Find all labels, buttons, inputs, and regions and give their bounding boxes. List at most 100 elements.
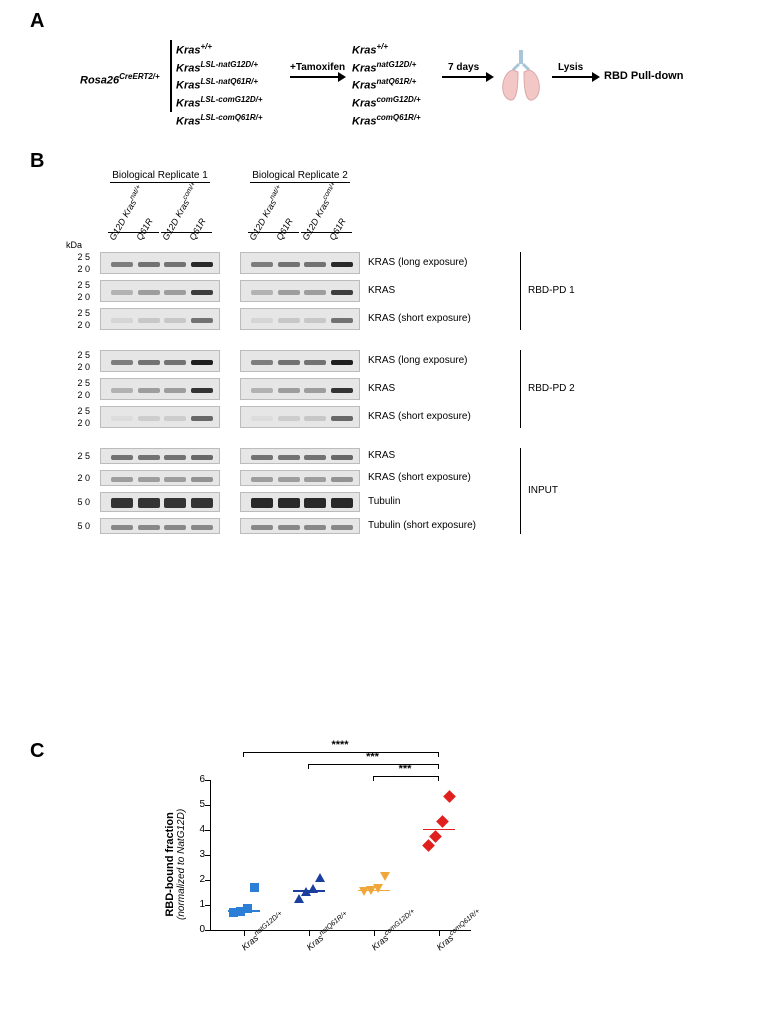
group-label: INPUT bbox=[528, 485, 558, 496]
blot-strip bbox=[240, 280, 360, 302]
lungs-icon bbox=[496, 50, 546, 102]
blot-band bbox=[304, 477, 326, 482]
y-axis-label: RBD-bound fraction(normalized to NatG12D… bbox=[164, 809, 187, 920]
blot-band bbox=[138, 525, 160, 530]
rosa26-sup: CreERT2/+ bbox=[119, 72, 160, 81]
lane-sub-label: Q61R bbox=[187, 217, 207, 242]
blot-strip bbox=[240, 492, 360, 512]
blot-row-label: KRAS bbox=[368, 285, 395, 296]
genotype-base: Kras bbox=[352, 45, 376, 57]
kda-marker: 5 0 bbox=[66, 521, 90, 531]
blot-row-label: Tubulin bbox=[368, 496, 400, 507]
blot-band bbox=[111, 318, 133, 323]
arrow-tamoxifen-label: +Tamoxifen bbox=[290, 62, 345, 73]
blot-band bbox=[191, 416, 213, 421]
median-line bbox=[293, 890, 325, 892]
y-tick bbox=[205, 930, 211, 931]
blot-band bbox=[278, 318, 300, 323]
blot-row-label: Tubulin (short exposure) bbox=[368, 520, 476, 531]
blot-band bbox=[278, 262, 300, 267]
blot-strip bbox=[240, 448, 360, 464]
blot-band bbox=[164, 525, 186, 530]
panel-b-letter: B bbox=[30, 150, 44, 173]
blot-band bbox=[331, 318, 353, 323]
significance-tick bbox=[438, 764, 439, 769]
blot-strip bbox=[100, 448, 220, 464]
kda-marker: 2 5 bbox=[66, 451, 90, 461]
blot-band bbox=[191, 477, 213, 482]
kda-marker: 2 5 bbox=[66, 406, 90, 416]
rosa26-base: Rosa26 bbox=[80, 75, 119, 87]
genotype-sup: LSL-comQ61R/+ bbox=[200, 113, 262, 122]
median-line bbox=[423, 829, 455, 831]
kda-marker: 2 0 bbox=[66, 473, 90, 483]
blot-band bbox=[331, 455, 353, 460]
y-tick-label: 3 bbox=[189, 849, 205, 860]
kda-marker: 2 0 bbox=[66, 362, 90, 372]
data-point bbox=[380, 872, 390, 881]
blot-band bbox=[251, 525, 273, 530]
blot-band bbox=[111, 416, 133, 421]
median-line bbox=[358, 890, 390, 892]
blot-band bbox=[304, 262, 326, 267]
blot-band bbox=[331, 416, 353, 421]
blot-row-label: KRAS (long exposure) bbox=[368, 257, 468, 268]
blot-strip bbox=[240, 308, 360, 330]
y-tick-label: 4 bbox=[189, 824, 205, 835]
blot-band bbox=[164, 388, 186, 393]
blot-row-label: KRAS (short exposure) bbox=[368, 411, 471, 422]
pre-bracket bbox=[170, 40, 172, 112]
lane-sub-label: Q61R bbox=[327, 217, 347, 242]
arrow-7days bbox=[442, 76, 488, 78]
blot-band bbox=[191, 498, 213, 508]
kda-marker: 2 0 bbox=[66, 418, 90, 428]
blot-band bbox=[251, 318, 273, 323]
y-tick-label: 2 bbox=[189, 874, 205, 885]
lane-sub-label: G12D bbox=[300, 217, 320, 242]
y-tick bbox=[205, 880, 211, 881]
blot-band bbox=[164, 290, 186, 295]
blot-band bbox=[138, 416, 160, 421]
lane-group-label: Krasnat/+ bbox=[120, 184, 147, 219]
genotype-base: Kras bbox=[352, 98, 376, 110]
genotype-line: Kras+/+ bbox=[176, 40, 262, 58]
blot-row-label: KRAS (short exposure) bbox=[368, 313, 471, 324]
lane-group-base: Kras bbox=[261, 198, 279, 219]
arrow-7days-label: 7 days bbox=[448, 62, 479, 73]
genotype-line: KrasnatG12D/+ bbox=[352, 58, 421, 76]
genotype-sup: natQ61R/+ bbox=[376, 77, 416, 86]
figure-page: A Rosa26CreERT2/+ Kras+/+KrasLSL-natG12D… bbox=[0, 0, 762, 1022]
significance-tick bbox=[438, 752, 439, 757]
significance-bar bbox=[243, 752, 438, 753]
blot-row-label: KRAS (short exposure) bbox=[368, 472, 471, 483]
lane-sub-label: Q61R bbox=[274, 217, 294, 242]
lane-group-label: Krasnat/+ bbox=[260, 184, 287, 219]
kda-marker: 2 0 bbox=[66, 320, 90, 330]
blot-band bbox=[164, 416, 186, 421]
x-tick bbox=[374, 930, 375, 936]
blot-band bbox=[191, 290, 213, 295]
blot-strip bbox=[240, 406, 360, 428]
blot-band bbox=[138, 388, 160, 393]
lane-group-base: Kras bbox=[314, 198, 332, 219]
blot-band bbox=[331, 525, 353, 530]
lane-group-sup: com/+ bbox=[322, 181, 338, 201]
blot-strip bbox=[240, 252, 360, 274]
blot-band bbox=[111, 290, 133, 295]
blot-band bbox=[251, 262, 273, 267]
replicate-header-text: Biological Replicate 2 bbox=[250, 170, 350, 183]
lane-group-base: Kras bbox=[121, 198, 139, 219]
blot-strip bbox=[100, 308, 220, 330]
blot-band bbox=[278, 290, 300, 295]
blot-band bbox=[138, 318, 160, 323]
lane-group-label: Krascom/+ bbox=[173, 181, 201, 219]
blot-band bbox=[191, 455, 213, 460]
blot-band bbox=[191, 318, 213, 323]
blot-band bbox=[191, 262, 213, 267]
genotype-sup: +/+ bbox=[376, 42, 388, 51]
kda-marker: 2 5 bbox=[66, 252, 90, 262]
blot-band bbox=[164, 498, 186, 508]
blot-band bbox=[304, 525, 326, 530]
kda-title: kDa bbox=[66, 240, 82, 250]
genotype-line: Kras+/+ bbox=[352, 40, 421, 58]
